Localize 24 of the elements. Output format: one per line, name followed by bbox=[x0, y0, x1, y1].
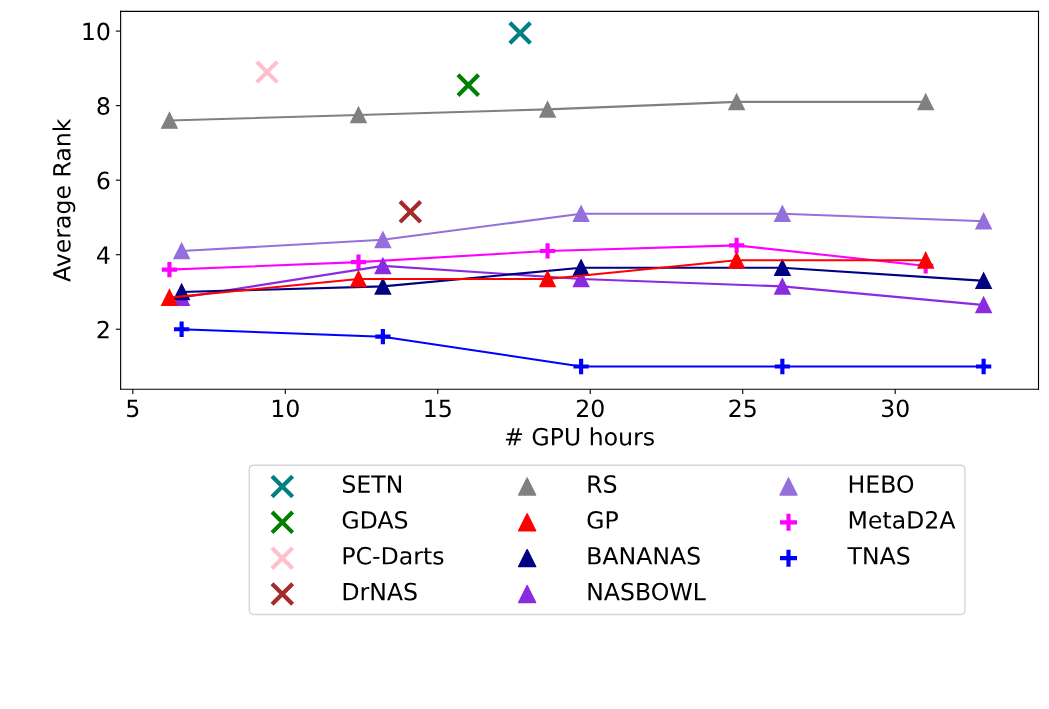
legend-label: PC-Darts bbox=[343, 546, 444, 565]
x-tick-label: 25 bbox=[729, 399, 756, 418]
legend-label: NASBOWL bbox=[588, 582, 706, 601]
x-tick-label: 5 bbox=[127, 399, 139, 418]
legend-label: HEBO bbox=[849, 475, 914, 494]
legend-label: DrNAS bbox=[343, 582, 417, 601]
x-tick-label: 10 bbox=[272, 399, 299, 418]
legend-label: MetaD2A bbox=[849, 510, 956, 529]
legend-label: TNAS bbox=[847, 546, 910, 565]
legend-label: GP bbox=[587, 510, 618, 529]
legend-label: GDAS bbox=[342, 510, 408, 529]
legend-label: SETN bbox=[342, 475, 402, 494]
y-tick-label: 8 bbox=[97, 97, 110, 115]
y-tick-label: 4 bbox=[97, 246, 110, 264]
x-tick-label: 15 bbox=[425, 399, 451, 418]
y-axis-title: Average Rank bbox=[52, 118, 76, 282]
x-tick-label: 30 bbox=[881, 399, 909, 418]
x-tick-label: 20 bbox=[576, 399, 604, 418]
legend-label: RS bbox=[588, 475, 617, 494]
x-axis-title: # GPU hours bbox=[505, 427, 654, 446]
y-tick-label: 2 bbox=[97, 320, 109, 339]
legend-label: BANANAS bbox=[588, 546, 700, 565]
y-tick-label: 10 bbox=[83, 22, 110, 41]
y-tick-label: 6 bbox=[97, 171, 110, 190]
